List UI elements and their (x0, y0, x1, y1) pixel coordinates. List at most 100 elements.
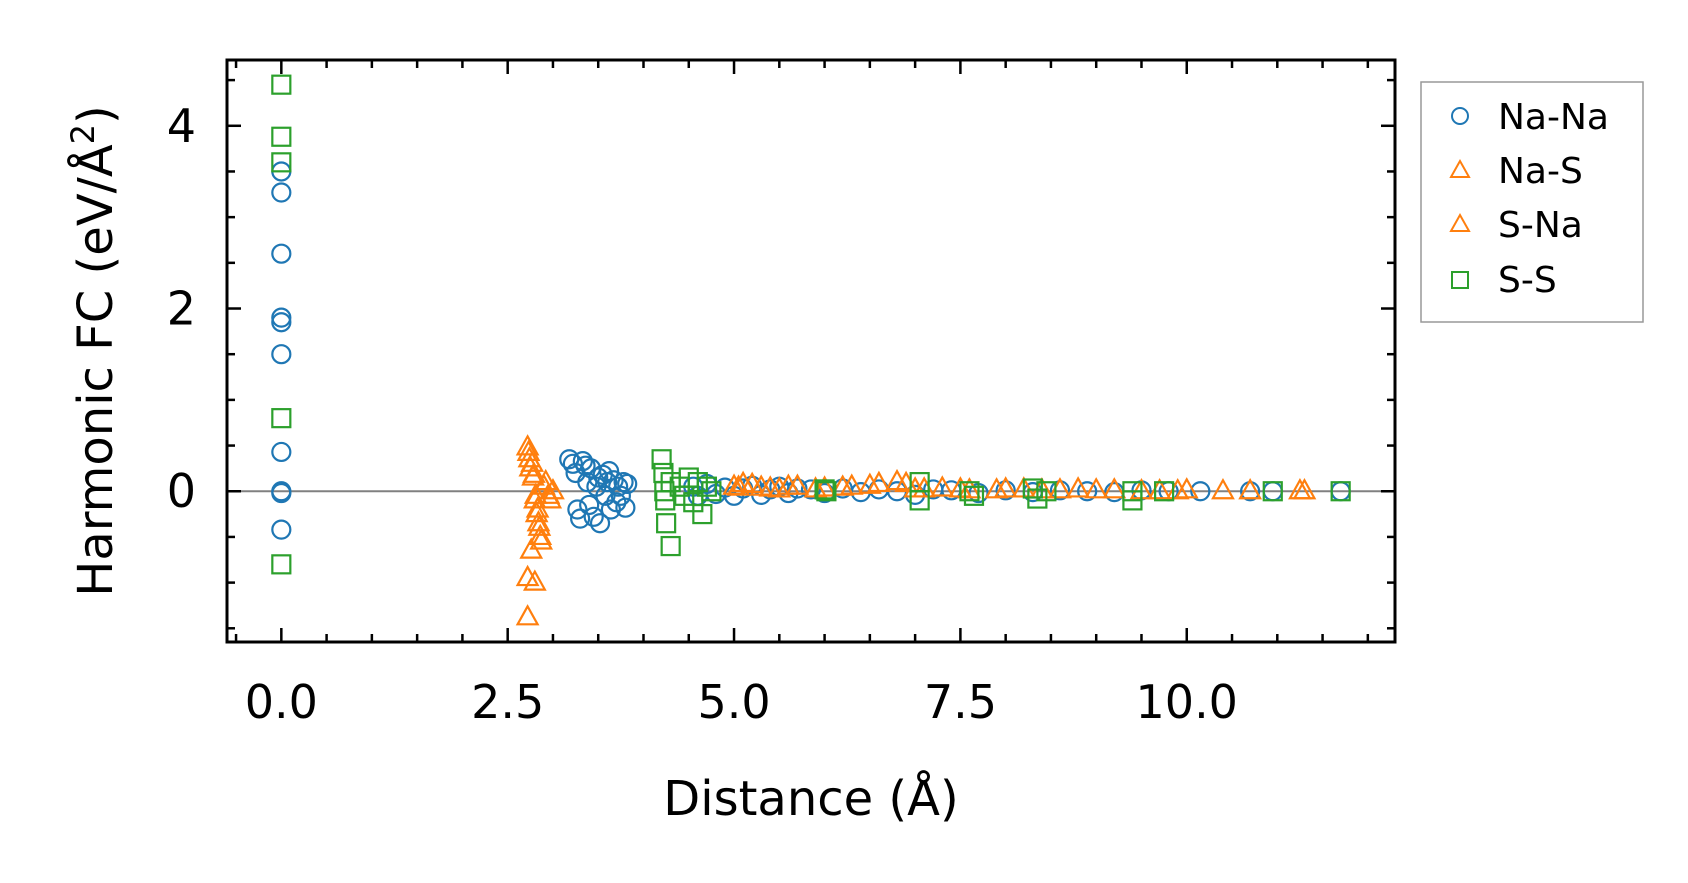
data-point-triangle (1084, 477, 1109, 499)
data-point-circle (800, 479, 822, 500)
y-tick-label: 4 (167, 99, 196, 153)
data-point-circle (598, 461, 620, 482)
data-point-triangle (529, 528, 554, 550)
data-point-square (1154, 481, 1175, 502)
x-axis-label: Distance (Å) (663, 770, 958, 827)
data-point-triangle (758, 475, 783, 497)
data-point-square (814, 479, 835, 500)
data-point-square (660, 535, 681, 557)
data-point-triangle (522, 461, 546, 483)
legend-marker-square (1451, 271, 1469, 289)
data-point-circle (271, 307, 292, 328)
data-point-square (1036, 481, 1057, 502)
legend-entry-s-s: S-S (1451, 260, 1557, 301)
tick-labels-layer: 0.0 2.5 5.0 7.5 10.0 0 2 4 (167, 99, 1238, 729)
data-point-triangle (1238, 477, 1263, 500)
points-layer (271, 74, 1351, 626)
data-point-circle (615, 497, 636, 518)
data-point-triangle (867, 470, 891, 493)
data-point-triangle (522, 569, 547, 591)
data-point-triangle (857, 472, 882, 494)
data-point-circle (589, 513, 611, 534)
legend-marker-triangle (1449, 212, 1471, 232)
y-axis-label-main: Harmonic FC (eV/Å (67, 144, 124, 597)
data-point-triangle (776, 473, 801, 495)
x-tick-label: 0.0 (245, 675, 318, 729)
data-point-square (271, 554, 292, 575)
data-point-square (816, 481, 837, 502)
legend: Na-Na Na-S S-Na S-S (1420, 81, 1644, 323)
data-point-square (692, 503, 713, 525)
data-point-triangle (520, 450, 544, 472)
data-point-triangle (533, 468, 558, 491)
data-point-circle (271, 519, 292, 540)
plot-frame (225, 58, 1397, 644)
data-point-circle (562, 453, 583, 474)
data-point-circle (995, 480, 1016, 501)
data-point-triangle (930, 475, 955, 497)
data-point-triangle (519, 537, 544, 559)
data-point-circle (271, 344, 292, 365)
data-point-circle (271, 243, 292, 264)
ticks-layer (227, 60, 1395, 642)
data-point-circle (271, 482, 292, 504)
legend-marker-triangle (1449, 158, 1471, 178)
data-point-square (271, 126, 292, 147)
data-point-triangle (1066, 476, 1090, 498)
series-na-s (515, 434, 1317, 626)
data-point-square (271, 152, 292, 173)
data-point-square (909, 490, 930, 511)
legend-label-na-na: Na-Na (1498, 97, 1609, 138)
data-point-circle (567, 499, 588, 520)
x-tick-label: 5.0 (697, 675, 770, 729)
data-point-circle (271, 182, 292, 203)
y-axis-label: Harmonic FC (eV/Å2) (64, 105, 124, 597)
data-point-square (1330, 481, 1351, 502)
series-s-na (516, 439, 1312, 559)
data-point-triangle (538, 487, 563, 509)
data-point-circle (583, 506, 604, 527)
x-tick-label: 7.5 (924, 675, 997, 729)
y-axis-label-superscript: 2 (64, 124, 102, 144)
data-point-circle (617, 473, 638, 495)
data-point-square (696, 476, 717, 497)
legend-label-na-s: Na-S (1498, 151, 1583, 192)
data-point-circle (1190, 481, 1211, 502)
data-point-circle (787, 478, 808, 499)
data-point-triangle (515, 434, 540, 456)
legend-entry-na-na: Na-Na (1451, 97, 1609, 138)
data-point-triangle (515, 604, 540, 626)
legend-box (1420, 81, 1644, 323)
legend-entry-na-s: Na-S (1449, 151, 1583, 192)
x-tick-label: 2.5 (471, 675, 544, 729)
y-axis-label-close: ) (68, 105, 124, 124)
legend-marker-circle (1451, 107, 1469, 125)
data-point-square (963, 485, 985, 506)
data-point-triangle (830, 474, 855, 496)
data-point-circle (610, 485, 631, 506)
data-point-circle (570, 508, 591, 529)
data-point-square (656, 513, 677, 534)
y-tick-label: 2 (167, 282, 196, 336)
data-point-triangle (1211, 477, 1235, 500)
legend-entry-s-na: S-Na (1449, 205, 1583, 246)
data-point-circle (608, 476, 629, 497)
data-point-circle (271, 312, 292, 333)
data-point-circle (1077, 481, 1098, 502)
data-point-triangle (726, 474, 751, 496)
data-point-square (1262, 481, 1283, 502)
data-point-circle (579, 494, 600, 516)
data-point-square (271, 74, 292, 95)
legend-label-s-na: S-Na (1498, 205, 1583, 246)
series-s-s (271, 74, 1351, 575)
y-tick-label: 0 (167, 464, 196, 518)
data-point-square (959, 481, 980, 502)
data-point-triangle (740, 471, 765, 493)
data-point-square (271, 408, 292, 429)
data-point-circle (271, 441, 292, 463)
data-point-square (701, 481, 722, 502)
x-tick-label: 10.0 (1136, 675, 1238, 729)
data-point-triangle (1102, 477, 1127, 499)
data-point-triangle (984, 477, 1009, 499)
data-point-triangle (515, 564, 540, 587)
